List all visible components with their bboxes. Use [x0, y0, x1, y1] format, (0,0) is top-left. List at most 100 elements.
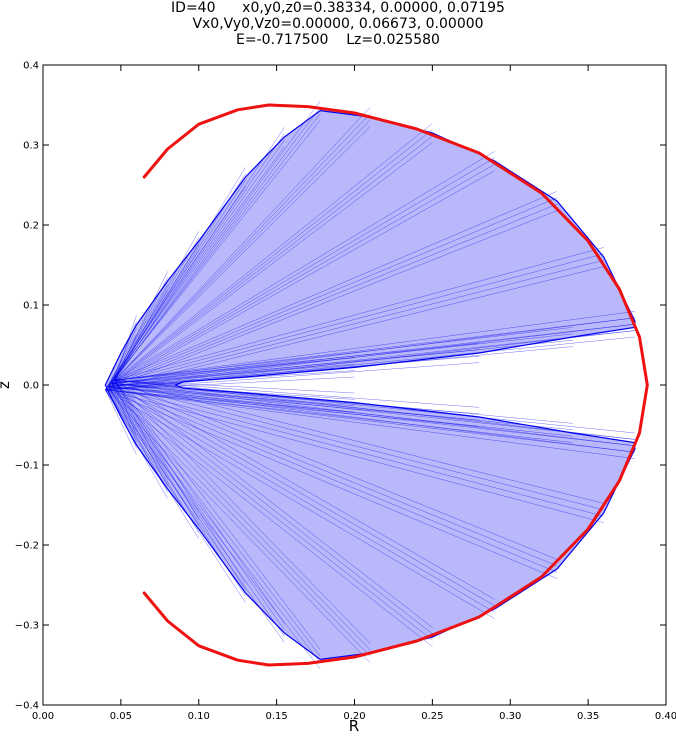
orbit-strand: [105, 142, 433, 390]
orbit-strand: [105, 389, 137, 455]
orbit-strand: [114, 380, 246, 584]
orbit-strand: [108, 355, 480, 387]
orbit-strand: [114, 379, 355, 394]
orbit-strand: [114, 379, 635, 434]
orbit-strand: [108, 386, 495, 613]
orbit-strand: [114, 379, 573, 424]
y-tick-label: −0.3: [15, 621, 39, 632]
orbit-strand: [111, 129, 433, 384]
orbit-strand: [114, 379, 495, 600]
orbit-strand: [111, 383, 573, 431]
orbit-strand: [111, 277, 168, 384]
orbit-strand: [105, 389, 433, 647]
orbit-strand: [114, 357, 355, 381]
orbit-strand: [114, 191, 558, 381]
orbit-strands: [105, 100, 635, 670]
orbit-strand: [114, 311, 635, 381]
y-tick-label: 0.0: [23, 381, 39, 392]
orbit-strand: [111, 383, 246, 590]
orbit-strand: [108, 136, 433, 387]
orbit-strand: [114, 271, 168, 381]
orbit-strand: [111, 113, 371, 384]
orbit-strand: [114, 379, 480, 408]
orbit-strand: [111, 349, 480, 384]
orbit-strand: [114, 380, 433, 628]
orbit-strand: [105, 210, 558, 391]
x-tick-label: 0.30: [499, 711, 521, 722]
chart-title-line-2: Vx0,Vy0,Vz0=0.00000, 0.06673, 0.00000: [192, 16, 484, 32]
y-tick-label: −0.4: [15, 701, 39, 712]
orbit-strand: [108, 163, 495, 387]
orbit-strand: [114, 379, 604, 504]
orbit-strand: [111, 383, 371, 650]
orbit-strand: [108, 386, 558, 573]
orbit-strand: [111, 383, 137, 442]
y-tick-label: 0.3: [23, 141, 39, 152]
orbit-strand: [108, 386, 604, 517]
orbit-strand: [111, 173, 246, 384]
x-tick-label: 0.05: [110, 711, 132, 722]
orbit-strand: [111, 253, 604, 384]
y-tick-label: 0.1: [23, 301, 39, 312]
orbit-strand: [108, 386, 635, 453]
orbit-strand: [114, 380, 321, 650]
orbit-strand: [108, 120, 371, 387]
orbit-strand: [111, 383, 635, 447]
orbit-strand: [105, 389, 604, 523]
orbit-strand: [105, 346, 573, 391]
x-axis-label: R: [349, 717, 359, 735]
orbit-strand: [114, 107, 371, 381]
orbit-strand: [108, 386, 246, 597]
orbit-strand: [114, 380, 285, 624]
x-tick-label: 0.40: [655, 711, 676, 722]
orbit-strand: [111, 383, 285, 630]
x-tick-label: 0.00: [32, 711, 54, 722]
orbit-strand: [114, 151, 495, 381]
orbit-strand: [114, 247, 604, 381]
orbit-strand: [105, 389, 246, 603]
y-tick-label: 0.4: [23, 61, 39, 72]
orbit-strand: [105, 389, 371, 663]
orbit-strand: [105, 126, 371, 390]
x-tick-label: 0.10: [188, 711, 210, 722]
orbit-strand: [108, 386, 635, 447]
orbit-strand: [105, 389, 558, 579]
orbit-strand: [105, 389, 495, 619]
orbit-strand: [114, 317, 635, 381]
orbit-strand: [111, 383, 199, 526]
orbit-strand: [108, 386, 573, 437]
orbit-strand: [108, 386, 433, 641]
orbit-strand: [114, 379, 635, 440]
y-tick-label: 0.2: [23, 221, 39, 232]
orbit-strand: [108, 386, 137, 449]
orbit-strand: [111, 383, 168, 486]
y-axis-label: z: [0, 381, 13, 389]
orbit-strand: [111, 383, 604, 511]
orbit-envelope: [104, 109, 636, 661]
orbit-strand: [114, 343, 480, 381]
orbit-strand: [108, 386, 168, 493]
orbit-strand: [114, 327, 573, 381]
orbit-strand: [111, 383, 558, 567]
orbit-strand: [114, 380, 199, 520]
orbit-strand: [114, 380, 168, 480]
orbit-strand: [105, 389, 635, 459]
orbit-strand: [108, 284, 168, 387]
orbit-strand: [105, 170, 495, 391]
orbit-strand: [114, 123, 433, 381]
orbit-strand: [108, 259, 604, 387]
orbit-strand: [108, 339, 573, 387]
x-tick-label: 0.20: [343, 711, 365, 722]
x-tick-label: 0.35: [577, 711, 599, 722]
orbit-strand: [105, 266, 604, 391]
orbit-strand: [111, 333, 573, 384]
orbit-strand: [108, 203, 558, 387]
orbit-strand: [105, 389, 168, 499]
tick-layer: 0.00 0.05 0.10 0.15 0.20 0.25 0.30 0.35 0.40 −0.4…: [15, 61, 676, 723]
x-tick-label: 0.15: [265, 711, 287, 722]
chart-title-line-1: ID=40 x0,y0,z0=0.38334, 0.00000, 0.07195: [171, 0, 505, 16]
x-tick-label: 0.25: [421, 711, 443, 722]
orbit-strand: [111, 383, 495, 607]
orbit-strand: [111, 197, 558, 384]
